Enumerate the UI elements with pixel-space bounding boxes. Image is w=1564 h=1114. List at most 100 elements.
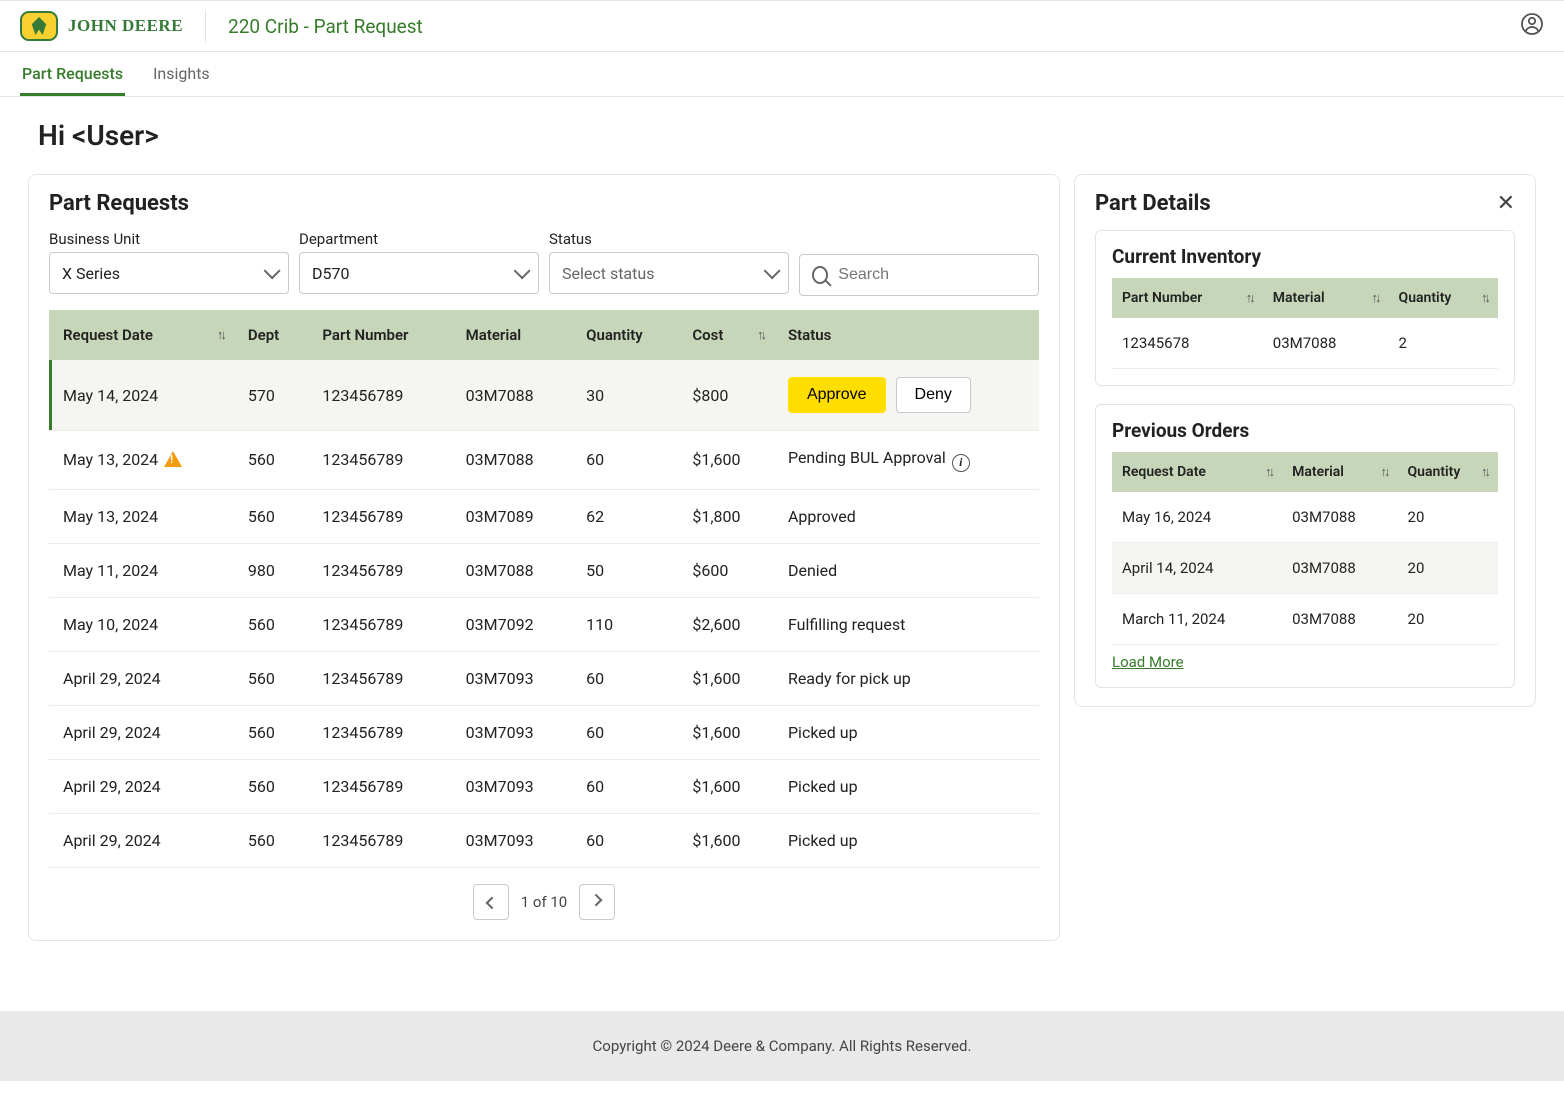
filter-department: Department D570 xyxy=(299,230,539,296)
load-more-link[interactable]: Load More xyxy=(1112,653,1184,671)
cell: $1,600 xyxy=(678,759,774,813)
column-header[interactable]: Request Date↑↓ xyxy=(49,310,234,360)
cell: $1,600 xyxy=(678,705,774,759)
tab-insights[interactable]: Insights xyxy=(151,52,212,96)
footer: Copyright © 2024 Deere & Company. All Ri… xyxy=(0,1011,1564,1081)
table-row[interactable]: March 11, 202403M708820 xyxy=(1112,594,1498,645)
search-wrap xyxy=(799,230,1039,296)
search-field[interactable] xyxy=(799,254,1039,296)
column-header[interactable]: Quantity↑↓ xyxy=(1389,278,1498,318)
app-header: John Deere 220 Crib - Part Request xyxy=(0,0,1564,52)
cell: $2,600 xyxy=(678,597,774,651)
column-header[interactable]: Quantity xyxy=(572,310,678,360)
table-row[interactable]: April 29, 202456012345678903M709360$1,60… xyxy=(49,705,1039,759)
column-header[interactable]: Material↑↓ xyxy=(1263,278,1389,318)
table-row[interactable]: May 11, 202498012345678903M708850$600Den… xyxy=(49,543,1039,597)
tabs: Part Requests Insights xyxy=(0,52,1564,97)
account-icon[interactable] xyxy=(1520,12,1544,40)
cell: $1,800 xyxy=(678,489,774,543)
approve-button[interactable]: Approve xyxy=(788,377,886,413)
column-header[interactable]: Status xyxy=(774,310,1039,360)
cell: April 29, 2024 xyxy=(49,651,234,705)
filter-business-unit: Business Unit X Series xyxy=(49,230,289,296)
cell: 50 xyxy=(572,543,678,597)
column-header[interactable]: Dept xyxy=(234,310,309,360)
dept-select[interactable]: D570 xyxy=(299,252,539,294)
tab-part-requests[interactable]: Part Requests xyxy=(20,52,125,96)
cell: 560 xyxy=(234,651,309,705)
cell: 03M7092 xyxy=(452,597,572,651)
status-cell: Denied xyxy=(774,543,1039,597)
greeting: Hi <User> xyxy=(28,119,1536,152)
chevron-left-icon xyxy=(486,897,499,910)
cell: 570 xyxy=(234,360,309,431)
cell: 03M7088 xyxy=(452,543,572,597)
close-icon[interactable]: ✕ xyxy=(1497,193,1515,215)
deny-button[interactable]: Deny xyxy=(896,377,971,413)
current-inventory-title: Current Inventory xyxy=(1112,245,1498,268)
table-row[interactable]: April 29, 202456012345678903M709360$1,60… xyxy=(49,651,1039,705)
table-row[interactable]: April 29, 202456012345678903M709360$1,60… xyxy=(49,759,1039,813)
status-cell: Picked up xyxy=(774,759,1039,813)
status-select[interactable]: Select status xyxy=(549,252,789,294)
cell: 03M7088 xyxy=(1282,543,1397,594)
table-row[interactable]: April 14, 202403M708820 xyxy=(1112,543,1498,594)
column-header[interactable]: Quantity↑↓ xyxy=(1398,452,1498,492)
cell: 60 xyxy=(572,651,678,705)
warning-icon xyxy=(164,451,182,467)
brand-text: John Deere xyxy=(68,16,183,36)
dept-value: D570 xyxy=(312,264,349,283)
cell: 03M7088 xyxy=(452,431,572,490)
cell: 30 xyxy=(572,360,678,431)
status-cell: Approve Deny xyxy=(774,360,1039,431)
page-prev-button[interactable] xyxy=(473,884,509,920)
cell: April 29, 2024 xyxy=(49,759,234,813)
part-details-title: Part Details xyxy=(1095,191,1211,216)
sort-icon: ↑↓ xyxy=(1481,290,1488,306)
table-row[interactable]: May 13, 202456012345678903M708860$1,600P… xyxy=(49,431,1039,490)
cell: $1,600 xyxy=(678,431,774,490)
column-header[interactable]: Part Number↑↓ xyxy=(1112,278,1263,318)
cell: April 29, 2024 xyxy=(49,705,234,759)
column-header[interactable]: Request Date↑↓ xyxy=(1112,452,1282,492)
brand-logo[interactable]: John Deere xyxy=(20,10,206,42)
table-row[interactable]: 1234567803M70882 xyxy=(1112,318,1498,369)
column-header[interactable]: Cost↑↓ xyxy=(678,310,774,360)
cell: 20 xyxy=(1398,492,1498,543)
cell: 60 xyxy=(572,759,678,813)
cell: 62 xyxy=(572,489,678,543)
cell: 123456789 xyxy=(308,651,451,705)
cell: May 16, 2024 xyxy=(1112,492,1282,543)
bu-value: X Series xyxy=(62,264,120,283)
column-header[interactable]: Material↑↓ xyxy=(1282,452,1397,492)
cell: 60 xyxy=(572,705,678,759)
part-requests-title: Part Requests xyxy=(49,191,1039,216)
table-row[interactable]: May 14, 202457012345678903M708830$800App… xyxy=(49,360,1039,431)
cell: 123456789 xyxy=(308,705,451,759)
cell: 123456789 xyxy=(308,431,451,490)
table-row[interactable]: May 10, 202456012345678903M7092110$2,600… xyxy=(49,597,1039,651)
dept-label: Department xyxy=(299,230,539,248)
status-label: Status xyxy=(549,230,789,248)
search-input[interactable] xyxy=(838,266,1026,284)
cell: 03M7088 xyxy=(452,360,572,431)
info-icon[interactable]: i xyxy=(952,454,970,472)
table-row[interactable]: April 29, 202456012345678903M709360$1,60… xyxy=(49,813,1039,867)
cell: April 14, 2024 xyxy=(1112,543,1282,594)
table-row[interactable]: May 16, 202403M708820 xyxy=(1112,492,1498,543)
cell: 560 xyxy=(234,597,309,651)
previous-orders-card: Previous Orders Request Date↑↓Material↑↓… xyxy=(1095,404,1515,688)
requests-table: Request Date↑↓DeptPart NumberMaterialQua… xyxy=(49,310,1039,868)
part-details-card: Part Details ✕ Current Inventory Part Nu… xyxy=(1074,174,1536,707)
page-next-button[interactable] xyxy=(579,884,615,920)
chevron-down-icon xyxy=(264,262,281,279)
bu-select[interactable]: X Series xyxy=(49,252,289,294)
cell: 560 xyxy=(234,759,309,813)
cell: 03M7089 xyxy=(452,489,572,543)
cell: March 11, 2024 xyxy=(1112,594,1282,645)
column-header[interactable]: Material xyxy=(452,310,572,360)
column-header[interactable]: Part Number xyxy=(308,310,451,360)
status-cell: Fulfilling request xyxy=(774,597,1039,651)
status-placeholder: Select status xyxy=(562,264,654,283)
table-row[interactable]: May 13, 202456012345678903M708962$1,800A… xyxy=(49,489,1039,543)
